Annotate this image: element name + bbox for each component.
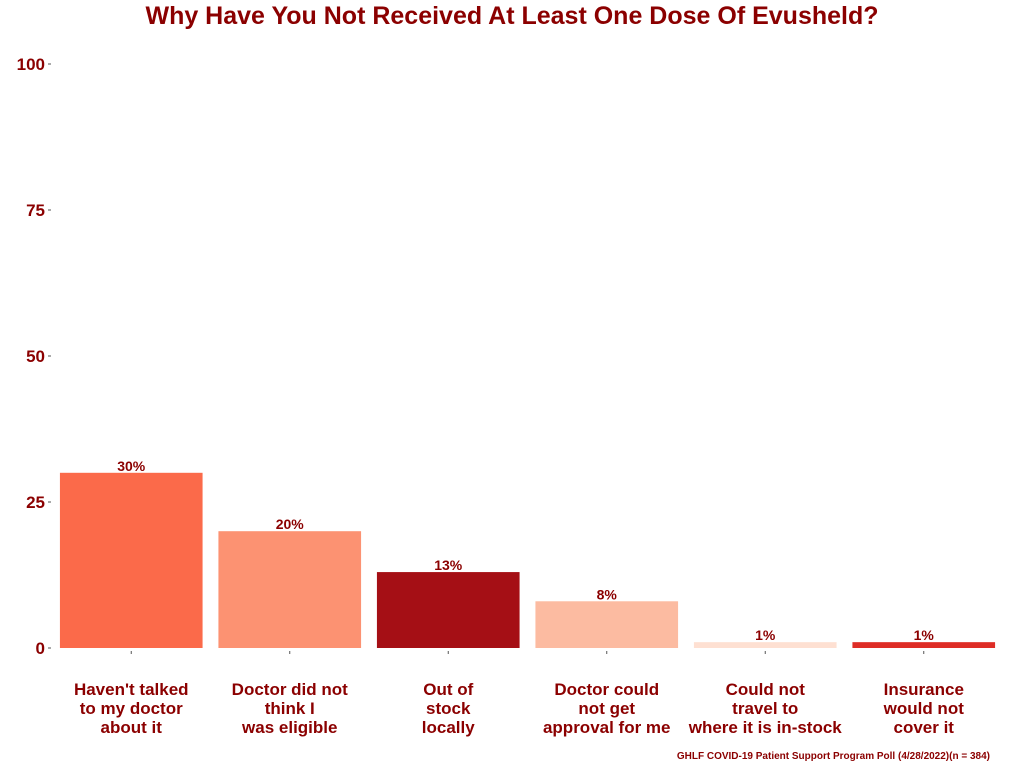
bar	[376, 572, 520, 648]
y-tick-label: 100	[17, 55, 45, 74]
bar-value-label: 1%	[914, 627, 935, 643]
x-tick-label: Out of	[423, 680, 473, 699]
bar-value-label: 20%	[276, 516, 305, 532]
x-tick-label: Could not	[726, 680, 806, 699]
bar	[535, 601, 679, 648]
x-tick-label: about it	[101, 718, 163, 737]
x-tick-label: travel to	[732, 699, 798, 718]
bar-value-label: 13%	[434, 557, 463, 573]
x-tick-label: Insurance	[884, 680, 964, 699]
x-tick-label: stock	[426, 699, 471, 718]
bar	[218, 531, 362, 648]
x-tick-label: Doctor could	[554, 680, 659, 699]
bar-value-label: 30%	[117, 458, 146, 474]
y-tick-label: 25	[26, 493, 45, 512]
bar	[59, 472, 203, 648]
x-tick-label: would not	[883, 699, 965, 718]
x-tick-label: Doctor did not	[232, 680, 348, 699]
x-tick-label: not get	[578, 699, 635, 718]
bar-value-label: 8%	[597, 586, 618, 602]
x-tick-label: where it is in-stock	[688, 718, 843, 737]
y-tick-label: 0	[36, 639, 45, 658]
bar	[852, 642, 996, 648]
x-tick-label: was eligible	[241, 718, 337, 737]
x-tick-label: approval for me	[543, 718, 671, 737]
x-tick-label: locally	[422, 718, 475, 737]
chart-caption: GHLF COVID-19 Patient Support Program Po…	[676, 751, 990, 762]
x-tick-label: to my doctor	[80, 699, 183, 718]
y-tick-label: 75	[26, 201, 45, 220]
bar-value-label: 1%	[755, 627, 776, 643]
y-tick-label: 50	[26, 347, 45, 366]
x-tick-label: cover it	[894, 718, 955, 737]
x-tick-label: think I	[265, 699, 315, 718]
x-tick-label: Haven't talked	[74, 680, 189, 699]
chart-title: Why Have You Not Received At Least One D…	[145, 2, 879, 30]
bar	[693, 642, 837, 648]
